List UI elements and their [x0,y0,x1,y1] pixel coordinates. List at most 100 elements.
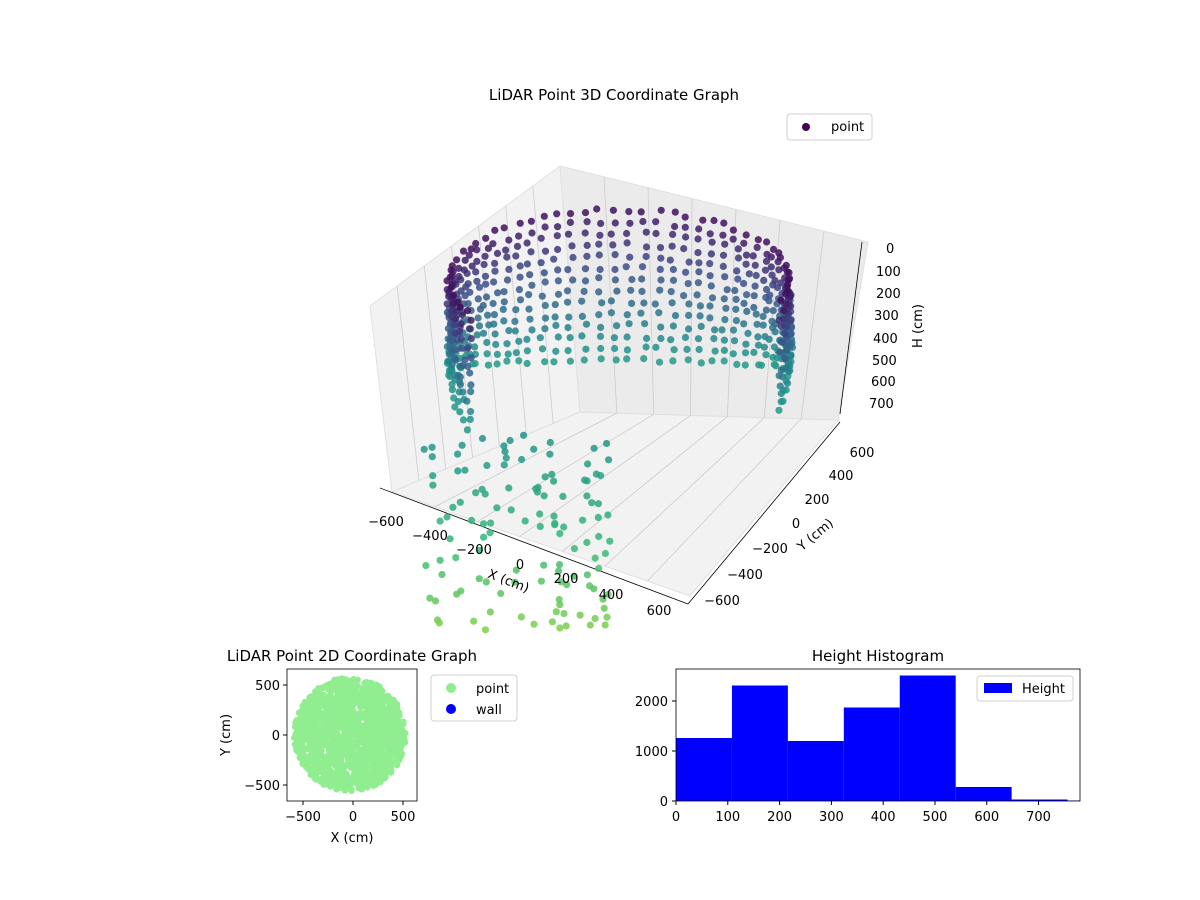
plot3d-point [626,219,634,227]
plot3d-grid-line [647,418,802,582]
plot3d-point [554,290,563,298]
plot3d-y-ticks: −600 −400 −200 0 200 400 600 [704,446,874,609]
plot2d-point [304,760,311,767]
plot3d-point [556,530,564,538]
plot3d-point [581,229,589,237]
plot2d-point [392,738,399,746]
plot3d-point [482,280,490,288]
plot3d-point [783,268,792,276]
plot2d-point [399,718,406,725]
plot3d-y-tick: 0 [792,517,800,532]
plot3d-point [551,301,559,309]
plot3d-z-tick: 300 [874,309,899,324]
plot3d-point [762,306,771,314]
plot3d-point [684,356,692,364]
plot3d-point [530,445,538,453]
plot3d-point [583,218,591,226]
plot3d-point [461,466,469,474]
plot3d-point [651,300,659,308]
plot2d-point [398,728,406,736]
plot2d-point [303,745,311,752]
plot3d-point [484,244,492,252]
plot3d-point [657,323,665,331]
plot3d-point [555,595,563,604]
plot3d-point [777,296,785,304]
plot3d-point [603,613,611,621]
plot2d-point [333,785,340,792]
plot2d-point [319,760,327,767]
plot2d-point [339,684,346,691]
plot3d-point [491,267,499,275]
plot2d-point [389,705,396,713]
plot3d-point [465,251,473,259]
plot3d-point [486,608,494,616]
plot3d-point [718,326,726,334]
plot3d-point [554,245,562,254]
plot3d-point [744,329,752,337]
plot3d-point [502,246,510,254]
hist-x-tick: 0 [672,810,680,825]
plot3d-point [776,348,784,356]
plot3d-point [670,346,678,354]
plot3d-point [459,388,467,396]
plot2d-y-label: Y (cm) [219,714,234,757]
plot3d-point [472,268,480,276]
plot2d-point [302,727,310,735]
plot2d-point [321,737,328,744]
plot3d-point [625,208,633,216]
plot2d-point [326,694,333,702]
plot3d-point [466,415,474,423]
plot3d-point [420,445,428,453]
plot3d-point [564,230,573,238]
plot3d-point [454,450,462,458]
plot3d-point [503,357,511,365]
plot3d-point [722,304,730,312]
plot2d-point [337,759,345,766]
plot3d-point [732,317,741,325]
plot3d-point [754,341,763,349]
plot3d-point [554,333,562,341]
plot3d-point [491,226,499,234]
plot3d-point [779,306,788,315]
plot3d-point [523,239,531,247]
plot2d-point [337,738,344,746]
plot3d-point [505,327,513,335]
plot2d-point [323,724,331,731]
plot2d-point [335,769,342,776]
plot3d-point [511,578,519,586]
plot3d-point [766,291,774,299]
plot2d-point [353,769,361,776]
hist-title: Height Histogram [812,647,944,665]
hist-bar [787,741,844,801]
plot3d-point [776,382,784,390]
plot2d-point [371,766,379,773]
plot3d-z-tick: 200 [876,287,901,302]
plot3d-point [588,499,596,507]
plot3d-point [596,265,604,274]
plot2d-point [378,746,385,753]
plot3d-point [754,333,762,341]
plot3d-point [453,256,461,264]
plot3d-point [623,333,631,341]
plot3d-grid-line [396,285,420,481]
plot2d-point [367,755,375,763]
plot3d-point [784,280,792,289]
plot2d: LiDAR Point 2D Coordinate Graph −500 0 5… [219,647,518,846]
plot3d-point [454,298,462,306]
plot3d-point [742,251,751,259]
plot3d-point [566,357,575,365]
plot2d-point [388,724,395,732]
plot3d-point [433,616,442,624]
plot2d-point [292,730,300,737]
plot2d-x-tick: −500 [285,810,321,825]
plot3d-point [710,335,718,343]
plot3d-point [749,252,757,260]
plot2d-point [325,746,333,754]
plot2d-point [393,721,401,728]
plot2d-legend-label-point: point [476,682,509,697]
plot3d-point [478,485,486,493]
plot3d-point [597,323,605,331]
plot3d-point [523,335,531,343]
plot3d-grid-line [562,416,728,552]
plot3d-point [652,218,660,226]
